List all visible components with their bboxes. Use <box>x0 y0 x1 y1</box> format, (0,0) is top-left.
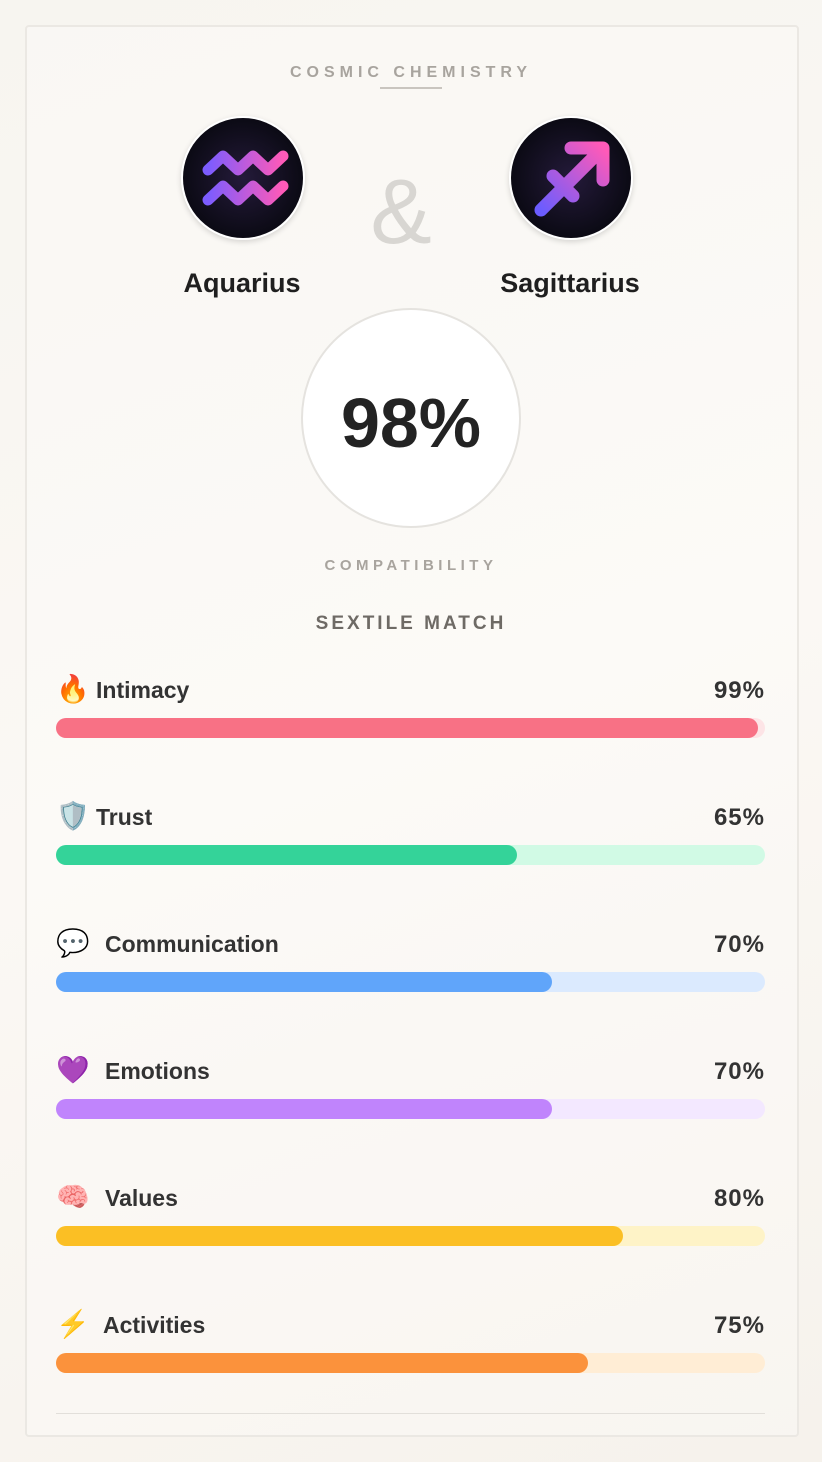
metric-icon: 🛡️ <box>56 801 90 831</box>
aquarius-icon <box>181 116 305 240</box>
bar <box>56 1099 553 1119</box>
sign-name: Aquarius <box>183 268 301 298</box>
bar <box>56 1353 588 1373</box>
metric-value: 75% <box>713 1312 765 1339</box>
bar <box>56 1226 624 1246</box>
metric-icon: ⚡ <box>56 1309 90 1339</box>
metric-name: Activities <box>103 1312 206 1338</box>
metric-name: Values <box>105 1185 178 1211</box>
title: COSMIC CHEMISTRY <box>289 64 533 81</box>
bar-track <box>56 1353 765 1373</box>
metric-name: Emotions <box>105 1058 210 1084</box>
connector: & <box>370 161 432 263</box>
score: 98% <box>340 384 482 462</box>
metric-icon: 🧠 <box>56 1182 90 1212</box>
sagittarius-icon <box>509 116 633 240</box>
metric-value: 80% <box>713 1185 765 1212</box>
bar-track <box>56 1099 765 1119</box>
metric-name: Communication <box>105 931 279 957</box>
divider <box>56 1413 765 1414</box>
score-caption: COMPATIBILITY <box>324 557 498 574</box>
bar-track <box>56 718 765 738</box>
title-underline <box>380 87 442 89</box>
metric-icon: 🔥 <box>56 674 90 704</box>
metric-value: 70% <box>713 1058 765 1085</box>
bar-track <box>56 1226 765 1246</box>
sagittarius-glyph <box>511 118 631 238</box>
score-circle <box>301 308 521 528</box>
sign-name: Sagittarius <box>500 268 640 298</box>
bar-track <box>56 972 765 992</box>
aquarius-glyph <box>183 118 303 238</box>
metric-icon: 💜 <box>56 1055 90 1085</box>
bar <box>56 972 553 992</box>
bar <box>56 718 758 738</box>
match-type: SEXTILE MATCH <box>315 613 507 634</box>
metric-name: Intimacy <box>96 677 190 703</box>
metric-icon: 💬 <box>56 928 90 958</box>
bar-track <box>56 845 765 865</box>
bar <box>56 845 517 865</box>
metric-value: 99% <box>713 677 765 704</box>
metric-name: Trust <box>96 804 153 830</box>
metric-value: 65% <box>713 804 765 831</box>
metric-value: 70% <box>713 931 765 958</box>
